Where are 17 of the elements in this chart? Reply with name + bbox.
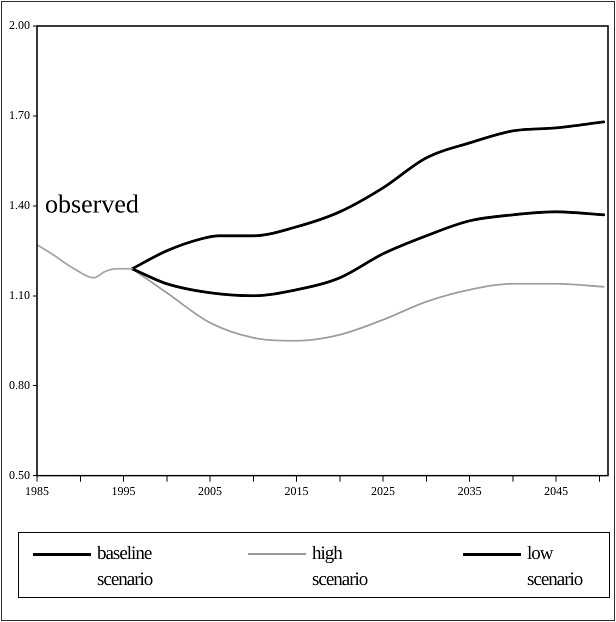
y-tick-label: 2.00 — [9, 18, 30, 32]
legend-label: high scenario — [312, 542, 368, 592]
y-tick-label: 0.80 — [9, 378, 30, 392]
x-tick-label: 1985 — [25, 484, 49, 498]
x-tick-label: 2005 — [198, 484, 222, 498]
x-tick-label: 2045 — [544, 484, 568, 498]
x-tick-label: 2015 — [284, 484, 309, 498]
annotation: observed — [45, 190, 139, 219]
legend-label: low scenario — [527, 542, 584, 592]
legend-label: baseline scenario — [97, 542, 154, 592]
x-tick-label: 2035 — [458, 484, 482, 498]
y-tick-label: 1.40 — [9, 198, 30, 212]
y-tick-label: 0.50 — [9, 468, 30, 482]
x-tick-label: 2025 — [371, 484, 396, 498]
x-tick-label: 1995 — [112, 484, 136, 498]
y-tick-label: 1.10 — [9, 288, 30, 302]
y-tick-label: 1.70 — [9, 108, 30, 122]
